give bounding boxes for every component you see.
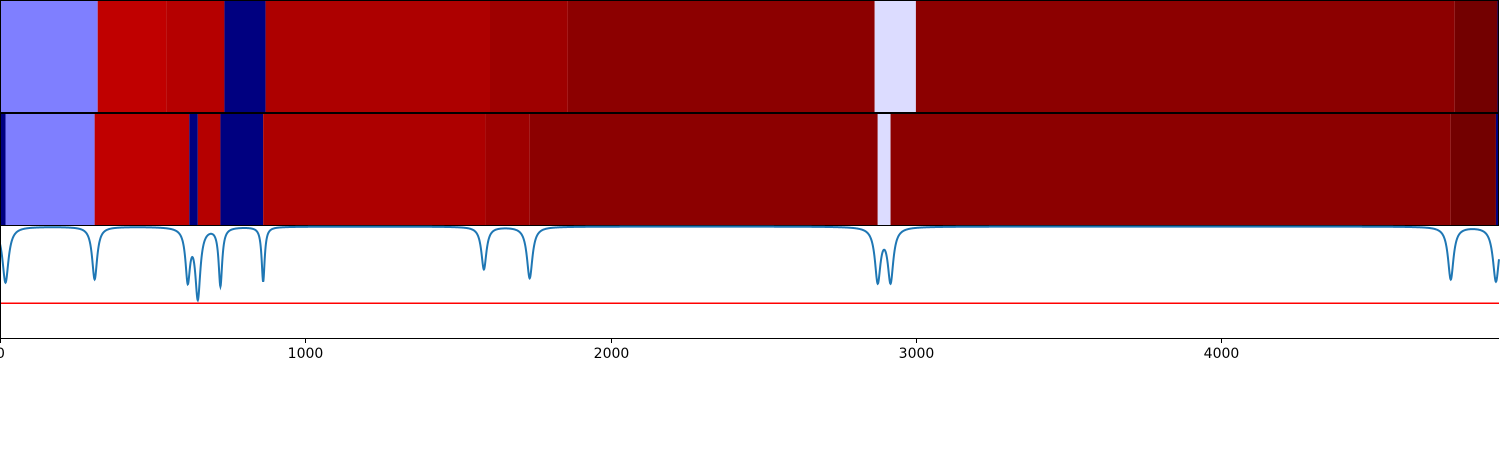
heatmap-segment — [529, 114, 878, 225]
heatmap-segment — [265, 1, 490, 112]
heatmap-segment — [890, 114, 1451, 225]
heatmap-frame — [0, 0, 1499, 113]
heatmap-segment — [197, 114, 221, 225]
heatmap-segment — [94, 114, 190, 225]
x-tick-label: 2000 — [594, 346, 630, 362]
heatmap-segment — [263, 114, 486, 225]
heatmap-segment — [97, 1, 167, 112]
heatmap-segment — [567, 1, 875, 112]
heatmap-segment — [189, 114, 198, 225]
heatmap-segment — [220, 114, 264, 225]
heatmap-segment — [5, 114, 95, 225]
heatmap-segment — [485, 114, 530, 225]
x-tick-label: 4000 — [1204, 346, 1240, 362]
heatmap-panel-top — [0, 0, 1499, 113]
heatmap-segment — [874, 1, 916, 112]
heatmap-segment — [1450, 114, 1496, 225]
x-tick-label: 0 — [0, 346, 5, 362]
heatmap-segment — [1495, 114, 1499, 225]
heatmap-segment — [877, 114, 891, 225]
heatmap-segment — [0, 1, 98, 112]
heatmap-segment — [166, 1, 225, 112]
heatmap-frame — [0, 113, 1499, 226]
heatmap-segment — [224, 1, 266, 112]
heatmap-panel-bottom — [0, 113, 1499, 226]
line-plot-panel: 0 1000 2000 3000 4000 — [0, 225, 1500, 362]
heatmap-segment — [489, 1, 568, 112]
heatmap-segment — [1454, 1, 1498, 112]
x-tick-label: 1000 — [288, 346, 324, 362]
x-tick-label: 3000 — [899, 346, 935, 362]
data-series-line — [0, 225, 1500, 303]
heatmap-segment — [0, 114, 6, 225]
heatmap-segment — [915, 1, 1455, 112]
